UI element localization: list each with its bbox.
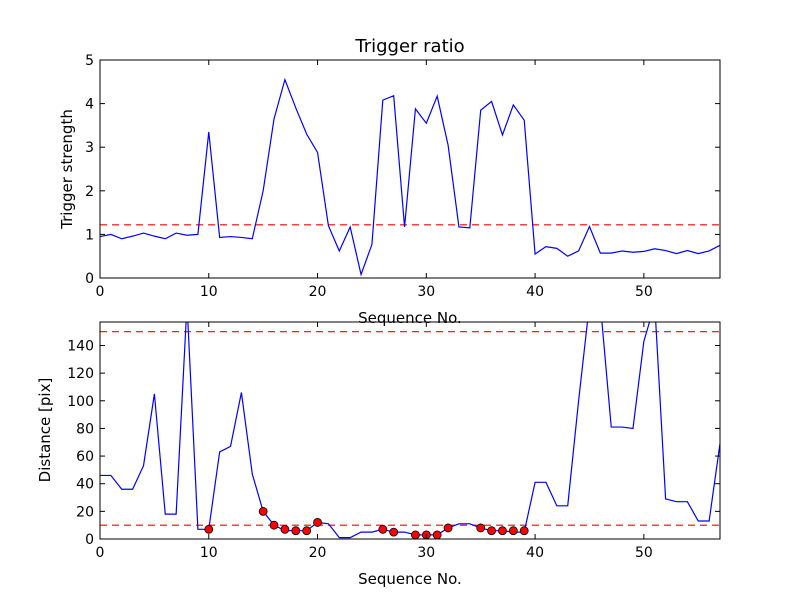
- x-tick-label: 40: [526, 284, 544, 300]
- y-tick-label: 0: [85, 532, 94, 548]
- y-tick-label: 2: [85, 184, 94, 200]
- y-axis-label: Trigger strength: [58, 109, 76, 230]
- y-tick-label: 100: [67, 394, 94, 410]
- data-point-marker: [258, 506, 268, 516]
- y-tick-label: 80: [76, 421, 94, 437]
- data-point-marker: [280, 524, 290, 534]
- y-tick-label: 140: [67, 338, 94, 354]
- x-tick-label: 0: [96, 284, 105, 300]
- data-point-marker: [411, 530, 420, 539]
- y-tick-label: 5: [85, 53, 94, 69]
- y-axis-label: Distance [pix]: [36, 378, 54, 483]
- data-point-marker: [432, 530, 442, 539]
- y-tick-label: 0: [85, 271, 94, 287]
- y-tick-label: 3: [85, 140, 94, 156]
- chart-trigger-ratio: Trigger ratio 0 10 20 30 40 50 0 1 2 3 4 5 Sequence…: [58, 36, 721, 327]
- series-line: [100, 322, 720, 539]
- y-tick-label: 120: [67, 366, 94, 382]
- data-point-marker: [302, 526, 312, 536]
- x-tick-label: 0: [96, 545, 105, 561]
- chart-title: Trigger ratio: [354, 36, 464, 57]
- x-tick-label: 10: [200, 545, 218, 561]
- data-point-marker: [476, 523, 486, 533]
- series-line: [100, 77, 720, 277]
- y-tick-label: 1: [85, 227, 94, 243]
- y-tick-label: 60: [76, 449, 94, 465]
- data-point-marker: [204, 524, 214, 534]
- plot-area: [100, 322, 720, 539]
- data-point-marker: [313, 518, 322, 527]
- data-point-marker: [508, 526, 518, 536]
- axes-frame: [99, 321, 721, 540]
- chart-distance: 0 10 20 30 40 50 0 20 40 60 80 100 120 140 Sequence N…: [36, 321, 721, 588]
- data-point-marker: [498, 526, 507, 536]
- ticks: 0 10 20 30 40 50 0 20 40 60 80 100 120 140: [67, 322, 720, 561]
- x-axis-label: Sequence No.: [358, 309, 462, 327]
- y-tick-label: 20: [76, 504, 94, 520]
- y-tick-label: 4: [85, 97, 94, 113]
- x-tick-label: 50: [635, 284, 653, 300]
- plot-area: [100, 77, 720, 277]
- data-point-marker: [269, 520, 279, 530]
- x-tick-label: 20: [309, 545, 327, 561]
- x-tick-label: 20: [309, 284, 327, 300]
- x-tick-label: 30: [417, 284, 435, 300]
- x-tick-label: 30: [417, 545, 435, 561]
- data-point-marker: [389, 527, 399, 537]
- data-point-marker: [443, 523, 453, 533]
- data-point-marker: [378, 524, 388, 534]
- x-tick-label: 10: [200, 284, 218, 300]
- data-point-marker: [519, 526, 529, 536]
- axes-frame: [99, 59, 721, 279]
- y-tick-label: 40: [76, 477, 94, 493]
- x-tick-label: 40: [526, 545, 544, 561]
- data-point-marker: [487, 526, 496, 536]
- data-point-marker: [291, 526, 301, 536]
- x-axis-label: Sequence No.: [358, 570, 462, 588]
- x-tick-label: 50: [635, 545, 653, 561]
- ticks: 0 10 20 30 40 50 0 1 2 3 4 5: [85, 53, 720, 300]
